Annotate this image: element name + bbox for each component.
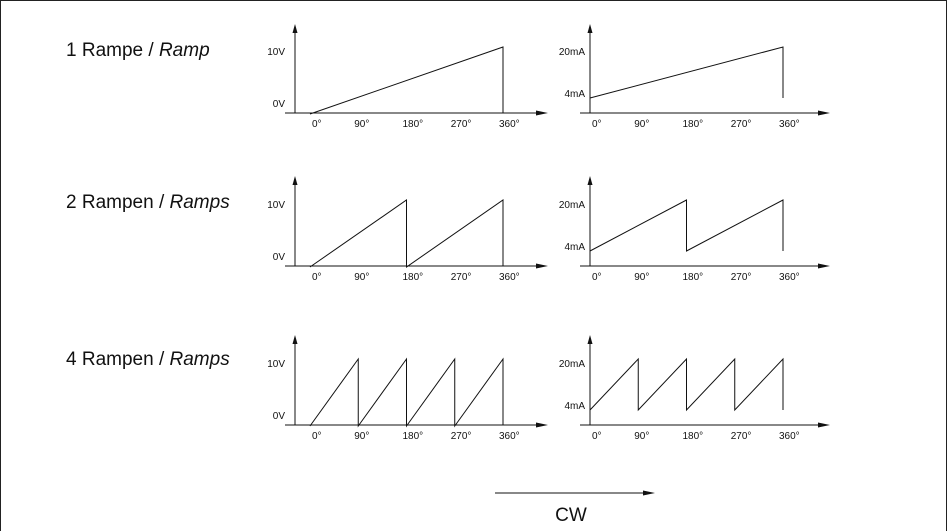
row-label-3-sep: / [153,349,170,370]
row3-current-x-axis-arrow [818,422,830,428]
row2-current-y-axis-arrow [587,176,593,185]
row2-voltage-x-axis-arrow [536,263,548,269]
row2-current-sawtooth-line [589,199,784,252]
row3-voltage-y-axis-arrow [292,335,298,344]
row1-voltage-x-tick-label: 180° [403,119,424,130]
row2-current-y-max-label: 20mA [559,200,585,211]
row1-voltage-x-tick-label: 360° [499,119,520,130]
row3-voltage-x-tick-label: 180° [403,431,424,442]
row3-current-x-tick-label: 90° [634,431,649,442]
row2-voltage-y-axis-arrow [292,176,298,185]
row3-voltage-x-tick-label: 360° [499,431,520,442]
direction-label: CW [555,505,587,526]
row1-current-x-tick-label: 270° [731,119,752,130]
row3-voltage-x-tick-label: 0° [312,431,322,442]
cw-arrow-head [643,490,655,496]
row-label-1-de: 1 Rampe [66,40,144,61]
row3-voltage-y-min-label: 0V [273,411,286,422]
row3-voltage-x-tick-label: 90° [354,431,369,442]
row1-current-sawtooth-line [589,46,784,99]
row-label-1-sep: / [143,40,159,61]
row3-current-sawtooth-line [589,357,784,412]
row-label-3-de: 4 Rampen [66,349,154,370]
row-label-1: 1 Rampe / Ramp [66,40,210,62]
row2-voltage-y-max-label: 10V [267,200,285,211]
row3-voltage-y-max-label: 10V [267,359,285,370]
row1-voltage-x-axis-arrow [536,110,548,116]
row2-voltage-x-tick-label: 90° [354,272,369,283]
row1-voltage-x-tick-label: 90° [354,119,369,130]
row1-current-x-tick-label: 360° [779,119,800,130]
row3-voltage-x-tick-label: 270° [451,431,472,442]
row-label-3-en: Ramps [169,349,230,370]
row2-current-x-axis-arrow [818,263,830,269]
row1-current-x-axis-arrow [818,110,830,116]
row2-current-x-tick-label: 360° [779,272,800,283]
row2-voltage-y-min-label: 0V [273,252,286,263]
row1-current-y-max-label: 20mA [559,47,585,58]
row3-current-x-tick-label: 180° [683,431,704,442]
row-label-1-en: Ramp [158,40,210,61]
row1-voltage-y-max-label: 10V [267,47,285,58]
row1-voltage-sawtooth-line [309,46,504,115]
row1-current-x-tick-label: 90° [634,119,649,130]
row1-current-x-tick-label: 0° [592,119,602,130]
row2-voltage-x-tick-label: 270° [451,272,472,283]
row-label-2: 2 Rampen / Ramps [66,192,230,214]
row2-current-y-min-label: 4mA [564,242,585,253]
row1-current-y-axis-arrow [587,24,593,33]
row1-voltage-y-axis-arrow [292,24,298,33]
row3-voltage-x-axis-arrow [536,422,548,428]
row1-current-y-min-label: 4mA [564,89,585,100]
row2-voltage-x-tick-label: 360° [499,272,520,283]
row1-voltage-y-min-label: 0V [273,99,286,110]
row2-current-x-tick-label: 180° [683,272,704,283]
row-label-2-de: 2 Rampen [66,192,154,213]
row3-current-y-axis-arrow [587,335,593,344]
row-label-2-en: Ramps [169,192,230,213]
row3-current-x-tick-label: 270° [731,431,752,442]
row3-voltage-sawtooth-line [309,357,504,428]
row-label-3: 4 Rampen / Ramps [66,349,230,371]
row2-current-x-tick-label: 270° [731,272,752,283]
row2-voltage-x-tick-label: 180° [403,272,424,283]
row-label-2-sep: / [153,192,170,213]
row1-voltage-x-tick-label: 270° [451,119,472,130]
row2-voltage-x-tick-label: 0° [312,272,322,283]
row3-current-x-tick-label: 0° [592,431,602,442]
row2-current-x-tick-label: 90° [634,272,649,283]
row3-current-y-min-label: 4mA [564,401,585,412]
row3-current-y-max-label: 20mA [559,359,585,370]
row2-current-x-tick-label: 0° [592,272,602,283]
row1-current-x-tick-label: 180° [683,119,704,130]
row3-current-x-tick-label: 360° [779,431,800,442]
row2-voltage-sawtooth-line [309,199,504,268]
row1-voltage-x-tick-label: 0° [312,119,322,130]
